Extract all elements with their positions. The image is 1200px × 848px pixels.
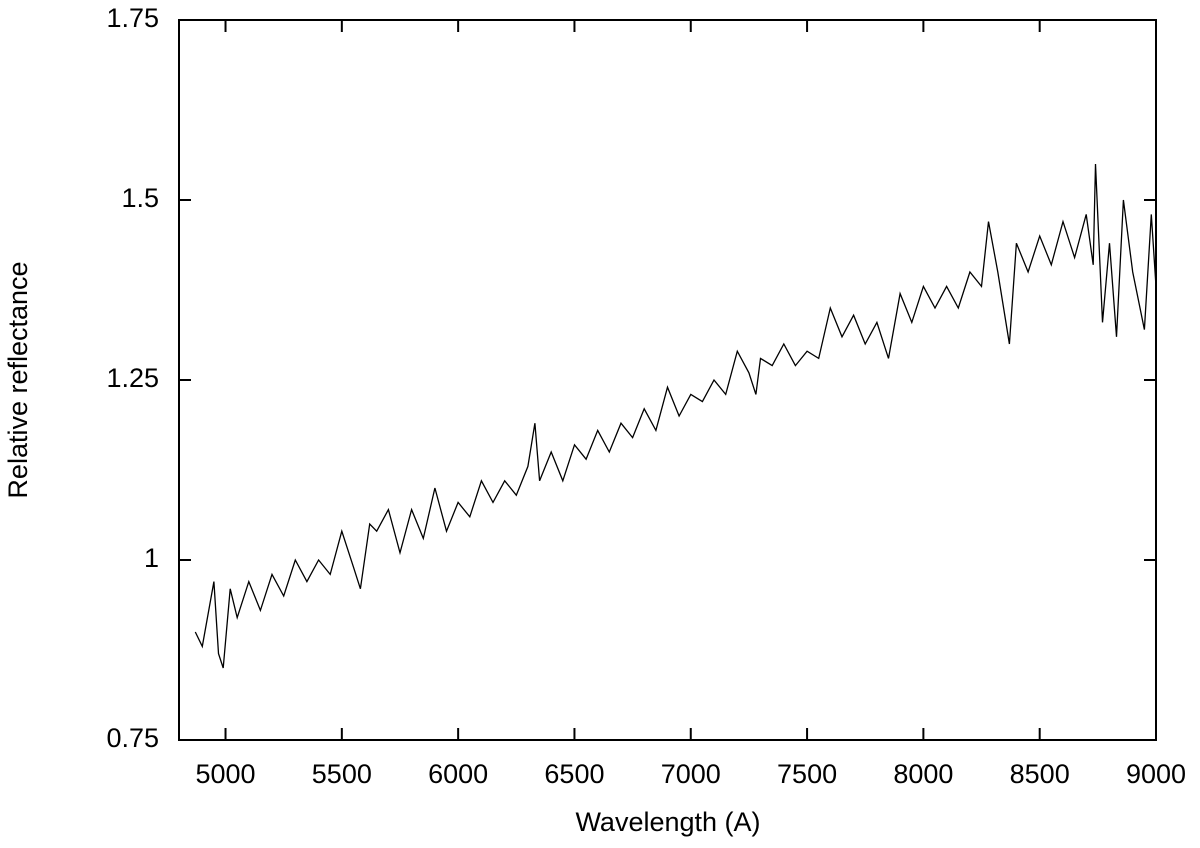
x-tick-label: 8500 [1010,759,1070,789]
plot-frame [178,19,1157,741]
y-tick-label: 0.75 [106,723,159,753]
x-axis-label: Wavelength (A) [575,807,760,837]
y-tick-label: 1.25 [106,363,159,393]
x-tick-label: 5000 [195,759,255,789]
y-tick-label: 1.5 [121,183,159,213]
x-tick-label: 8000 [893,759,953,789]
y-tick-label: 1.75 [106,3,159,33]
spectrum-line [194,163,1157,669]
x-tick-label: 6500 [544,759,604,789]
x-tick-label: 7500 [777,759,837,789]
x-tick-label: 5500 [312,759,372,789]
x-tick-label: 7000 [661,759,721,789]
y-axis-label: Relative reflectance [3,261,33,498]
x-tick-label: 6000 [428,759,488,789]
x-tick-label: 9000 [1126,759,1186,789]
y-tick-label: 1 [144,543,159,573]
